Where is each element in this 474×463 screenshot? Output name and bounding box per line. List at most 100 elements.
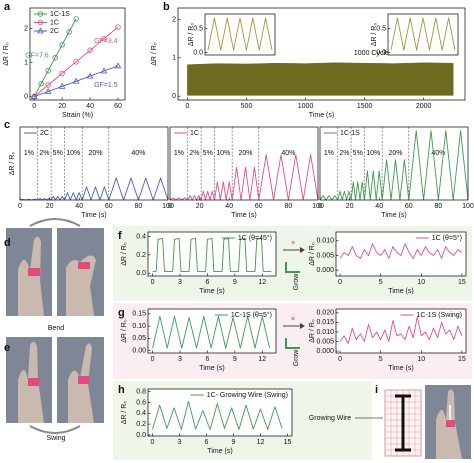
x-tick-label: 1500 xyxy=(357,103,373,110)
fit-line xyxy=(33,26,119,97)
fit-line xyxy=(33,18,77,97)
legend-marker xyxy=(37,11,44,17)
plot-frame xyxy=(335,231,467,277)
y-tick-label: 0.015 xyxy=(316,319,334,326)
y-tick-label: 0.5 xyxy=(193,25,203,32)
y-tick-label: 0.000 xyxy=(316,348,334,355)
y-tick-label: 0.0 xyxy=(193,49,203,56)
data-line xyxy=(152,400,283,430)
data-line xyxy=(339,316,463,344)
panel-letter: a xyxy=(4,1,11,13)
y-tick-label: 0.0 xyxy=(136,432,146,439)
data-point xyxy=(73,59,79,65)
x-tick-label: 15 xyxy=(458,356,466,363)
x-tick-label: 0 xyxy=(318,203,322,210)
y-tick-label: 0.05 xyxy=(132,335,146,342)
series-annotation: GF=1.5 xyxy=(94,82,118,89)
legend-label: 1C-1S (θ=5°) xyxy=(231,311,272,319)
segment-label: 1% xyxy=(24,150,34,157)
legend-label: 1C (θ=45°) xyxy=(238,234,272,242)
y-tick-label: 0 xyxy=(172,93,176,100)
x-axis-label: Time (s) xyxy=(309,112,334,119)
panel-letter: g xyxy=(118,307,125,319)
legend-label: 1C xyxy=(190,130,199,137)
data-line xyxy=(339,243,463,259)
data-line xyxy=(152,237,272,272)
x-axis-label: Time (s) xyxy=(381,212,406,219)
x-tick-label: 60 xyxy=(114,103,122,110)
x-tick-label: 80 xyxy=(135,203,143,210)
data-line xyxy=(390,17,456,51)
plot-area xyxy=(20,127,168,200)
plot-frame xyxy=(387,13,459,56)
x-tick-label: 12 xyxy=(257,439,265,446)
series-annotation: GF=3.4 xyxy=(94,38,118,45)
x-axis-label: Time (s) xyxy=(199,365,224,372)
x-tick-label: 3 xyxy=(178,279,182,286)
plot-frame xyxy=(29,7,126,101)
arrow-g xyxy=(283,323,305,349)
data-point xyxy=(44,87,52,94)
x-tick-label: 0 xyxy=(151,439,155,446)
y-tick-label: 0.000 xyxy=(316,267,334,274)
plot-area xyxy=(205,14,275,55)
panel-letter: e xyxy=(4,342,10,354)
y-axis-label: ΔR / R₀ xyxy=(309,242,316,266)
y-tick-label: 0.2 xyxy=(136,421,146,428)
data-point xyxy=(100,67,108,74)
segment-label: 5% xyxy=(353,150,363,157)
y-tick-label: 0.00 xyxy=(132,347,146,354)
y-tick-label: 0.10 xyxy=(132,323,146,330)
y-tick-label: 0.010 xyxy=(316,238,334,245)
x-axis-label: Time (s) xyxy=(388,288,413,295)
data-point xyxy=(58,82,66,89)
x-tick-label: 10 xyxy=(417,356,425,363)
x-tick-label: 100 xyxy=(162,203,174,210)
y-tick-label: 0.0 xyxy=(376,49,386,56)
x-axis-label: Time (s) xyxy=(207,448,232,455)
data-point xyxy=(86,72,94,79)
grow-label: Grow xyxy=(293,349,300,367)
panel-letter: c xyxy=(4,119,10,131)
x-tick-label: 15 xyxy=(284,439,292,446)
x-tick-label: 3 xyxy=(178,356,182,363)
data-point xyxy=(45,67,51,74)
x-tick-label: 0 xyxy=(168,203,172,210)
panel-letter: b xyxy=(163,1,170,13)
y-tick-label: 0.4 xyxy=(136,233,146,240)
x-tick-label: 80 xyxy=(285,203,293,210)
plot-area xyxy=(336,232,466,276)
x-tick-label: 3 xyxy=(178,439,182,446)
segment-label: 1% xyxy=(174,150,184,157)
photo-d xyxy=(6,218,104,316)
segment-label: 2% xyxy=(339,150,349,157)
x-tick-label: 40 xyxy=(375,203,383,210)
x-tick-label: 10 xyxy=(417,279,425,286)
data-line xyxy=(207,17,273,51)
x-tick-label: 9 xyxy=(232,439,236,446)
plot-frame xyxy=(169,126,319,201)
plot-area xyxy=(170,127,318,200)
legend-label: 1C-1S (Swing) xyxy=(416,312,462,319)
plot-frame xyxy=(177,7,466,101)
segment-label: 40% xyxy=(431,150,445,157)
data-line xyxy=(152,315,271,349)
segment-label: 10% xyxy=(366,150,380,157)
arrow-f xyxy=(283,247,305,273)
legend-marker xyxy=(37,27,44,34)
segment-label: 20% xyxy=(238,150,252,157)
data-line xyxy=(19,177,169,201)
legend-label: 2C xyxy=(40,130,49,137)
x-tick-label: 20 xyxy=(46,203,54,210)
y-axis-label: ΔR / R₀ xyxy=(121,401,128,425)
plot-frame xyxy=(147,388,293,437)
legend-label: 1C-1S xyxy=(340,130,360,137)
x-axis-label: Strain (%) xyxy=(62,112,93,119)
plot-area xyxy=(320,127,468,200)
data-line xyxy=(319,130,469,201)
y-axis-label: ΔR / R₀ xyxy=(309,319,316,343)
x-tick-label: 0 xyxy=(185,103,189,110)
y-tick-label: 0.020 xyxy=(316,310,334,317)
plot-frame xyxy=(335,308,467,354)
